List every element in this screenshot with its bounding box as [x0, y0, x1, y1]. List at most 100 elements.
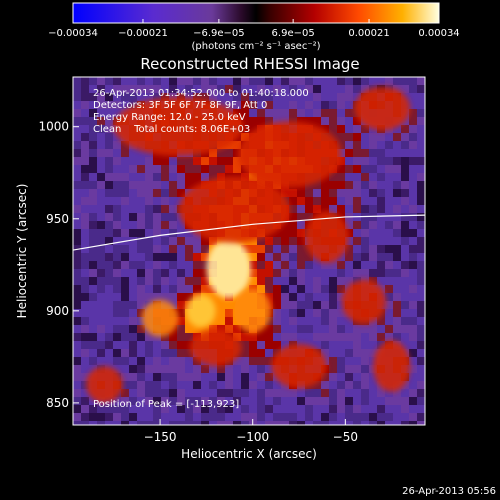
heatmap-cell: [113, 261, 121, 269]
heatmap-cell: [409, 173, 417, 181]
heatmap-cell: [193, 357, 201, 365]
heatmap-cell: [177, 245, 185, 253]
heatmap-cell: [313, 325, 321, 333]
heatmap-cell: [113, 317, 121, 325]
heatmap-cell: [105, 413, 113, 421]
heatmap-cell: [337, 165, 345, 173]
heatmap-cell: [257, 101, 265, 109]
heatmap-cell: [297, 301, 305, 309]
heatmap-cell: [233, 165, 241, 173]
heatmap-cell: [409, 317, 417, 325]
heatmap-cell: [369, 269, 377, 277]
heatmap-cell: [305, 285, 313, 293]
heatmap-cell: [225, 413, 233, 421]
heatmap-cell: [137, 173, 145, 181]
heatmap-cell: [153, 261, 161, 269]
heatmap-cell: [217, 421, 225, 425]
info-time-range: 26-Apr-2013 01:34:52.000 to 01:40:18.000: [93, 88, 309, 99]
heatmap-cell: [273, 117, 281, 125]
heatmap-cell: [97, 157, 105, 165]
heatmap-cell: [265, 77, 273, 85]
heatmap-cell: [129, 285, 137, 293]
x-tick-label: −50: [333, 430, 358, 444]
heatmap-cell: [273, 261, 281, 269]
heatmap-cell: [121, 77, 129, 85]
heatmap-cell: [185, 93, 193, 101]
heatmap-cell: [321, 309, 329, 317]
heatmap-cell: [329, 125, 337, 133]
heatmap-cell: [345, 173, 353, 181]
heatmap-cell: [169, 277, 177, 285]
heatmap-cell: [369, 413, 377, 421]
heatmap-cell: [145, 413, 153, 421]
heatmap-cell: [385, 197, 393, 205]
heatmap-cell: [409, 165, 417, 173]
heatmap-cell: [353, 413, 361, 421]
heatmap-cell: [297, 405, 305, 413]
heatmap-cell: [313, 317, 321, 325]
heatmap-cell: [345, 365, 353, 373]
heatmap-cell: [169, 413, 177, 421]
heatmap-cell: [337, 197, 345, 205]
heatmap-cell: [257, 405, 265, 413]
heatmap-cell: [169, 197, 177, 205]
heatmap-cell: [233, 389, 241, 397]
heatmap-cell: [361, 181, 369, 189]
heatmap-cell: [337, 261, 345, 269]
heatmap-cell: [225, 85, 233, 93]
heatmap-cell: [329, 173, 337, 181]
heatmap-cell: [361, 245, 369, 253]
heatmap-cell: [265, 117, 273, 125]
heatmap-cell: [145, 333, 153, 341]
heatmap-cell: [217, 405, 225, 413]
heatmap-cell: [129, 197, 137, 205]
heatmap-cell: [201, 93, 209, 101]
heatmap-cell: [121, 333, 129, 341]
heatmap-cell: [305, 421, 313, 425]
heatmap-cell: [337, 125, 345, 133]
heatmap-cell: [353, 421, 361, 425]
heatmap-cell: [89, 237, 97, 245]
heatmap-cell: [105, 293, 113, 301]
heatmap-cell: [337, 269, 345, 277]
heatmap-cell: [329, 285, 337, 293]
heatmap-cell: [305, 405, 313, 413]
heatmap-cell: [145, 397, 153, 405]
heatmap-cell: [289, 93, 297, 101]
heatmap-cell: [417, 253, 425, 261]
heatmap-cell: [193, 277, 201, 285]
heatmap-cell: [329, 261, 337, 269]
heatmap-cell: [409, 133, 417, 141]
heatmap-cell: [153, 253, 161, 261]
heatmap-cell: [193, 157, 201, 165]
heatmap-cell: [129, 397, 137, 405]
heatmap-cell: [225, 365, 233, 373]
heatmap-cell: [225, 405, 233, 413]
heatmap-cell: [393, 293, 401, 301]
heatmap-cell: [337, 397, 345, 405]
heatmap-cell: [313, 261, 321, 269]
heatmap-cell: [361, 141, 369, 149]
heatmap-cell: [377, 149, 385, 157]
heatmap-cell: [89, 109, 97, 117]
heatmap-cell: [129, 389, 137, 397]
heatmap-cell: [409, 413, 417, 421]
heatmap-cell: [385, 405, 393, 413]
heatmap-cell: [97, 125, 105, 133]
heatmap-cell: [409, 389, 417, 397]
heatmap-cell: [193, 365, 201, 373]
heatmap-cell: [97, 405, 105, 413]
heatmap-cell: [273, 413, 281, 421]
heatmap-cell: [209, 389, 217, 397]
heatmap-cell: [281, 317, 289, 325]
heatmap-cell: [361, 205, 369, 213]
heatmap-cell: [193, 165, 201, 173]
heatmap-cell: [105, 229, 113, 237]
heatmap-cell: [73, 349, 81, 357]
heatmap-cell: [353, 341, 361, 349]
heatmap-cell: [89, 405, 97, 413]
heatmap-cell: [97, 93, 105, 101]
heatmap-cell: [385, 213, 393, 221]
heatmap-cell: [337, 93, 345, 101]
heatmap-cell: [281, 285, 289, 293]
